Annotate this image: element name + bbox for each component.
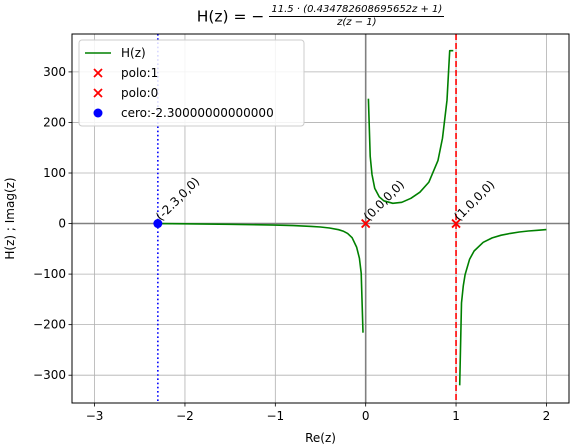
x-tick-label: −2 [176, 409, 194, 423]
title-numerator: 11.5 · (0.434782608695652z + 1) [269, 4, 445, 17]
legend-entry: H(z) [85, 46, 146, 60]
legend-x-swatch [93, 88, 103, 98]
y-axis-label: H(z) ; Imag(z) [3, 177, 17, 259]
legend-label: cero:-2.30000000000000 [121, 106, 274, 120]
legend-x-swatch [93, 68, 103, 78]
annotation-layer: (-2.3,0,0) (0.0,0,0) (1.0,0,0) [153, 174, 497, 223]
legend-circle-swatch [93, 108, 103, 118]
pole-marker [361, 218, 371, 229]
series-line-segment [157, 222, 364, 333]
x-axis-label: Re(z) [305, 431, 336, 445]
marker-layer [153, 218, 461, 229]
point-annotation: (0.0,0,0) [361, 177, 407, 223]
y-tick-label: 0 [58, 217, 66, 231]
y-tick-label: −200 [33, 318, 66, 332]
x-tick-label: 2 [543, 409, 551, 423]
title-denominator: z(z − 1) [337, 17, 377, 28]
series-line-segment [367, 49, 454, 205]
pole-marker [451, 218, 461, 229]
ticks: −3 −2 −1 0 1 2 −300 −200 −100 0 100 200 300 [33, 65, 550, 423]
point-annotation: (1.0,0,0) [451, 177, 497, 223]
series-line-segment [458, 228, 547, 386]
y-tick-label: 300 [43, 65, 66, 79]
pole-marker-stroke [361, 218, 371, 229]
title-lhs: H(z) = − [196, 7, 265, 26]
legend-entry: polo:0 [93, 86, 158, 100]
x-tick-label: −1 [266, 409, 284, 423]
y-tick-label: 200 [43, 115, 66, 129]
chart-title: H(z) = − 11.5 · (0.434782608695652z + 1)… [72, 4, 569, 29]
series-layer [157, 49, 547, 386]
y-tick-label: −100 [33, 267, 66, 281]
x-tick-label: 1 [452, 409, 460, 423]
legend-box [78, 39, 305, 127]
plot-frame [71, 33, 570, 404]
point-annotation: (-2.3,0,0) [153, 174, 202, 223]
legend: H(z) polo:1 polo:0 cero:-2.30000000000000 [78, 39, 305, 127]
legend-entry: cero:-2.30000000000000 [93, 106, 274, 120]
x-tick-label: 0 [362, 409, 370, 423]
legend-label: polo:0 [121, 86, 158, 100]
title-fraction: 11.5 · (0.434782608695652z + 1) z(z − 1) [269, 4, 445, 29]
pole-marker-stroke [451, 218, 461, 229]
y-tick-label: 100 [43, 166, 66, 180]
y-tick-label: −300 [33, 368, 66, 382]
zero-marker [153, 219, 163, 229]
x-tick-label: −3 [86, 409, 104, 423]
legend-label: polo:1 [121, 66, 158, 80]
legend-entry: polo:1 [93, 66, 158, 80]
legend-label: H(z) [121, 46, 146, 60]
